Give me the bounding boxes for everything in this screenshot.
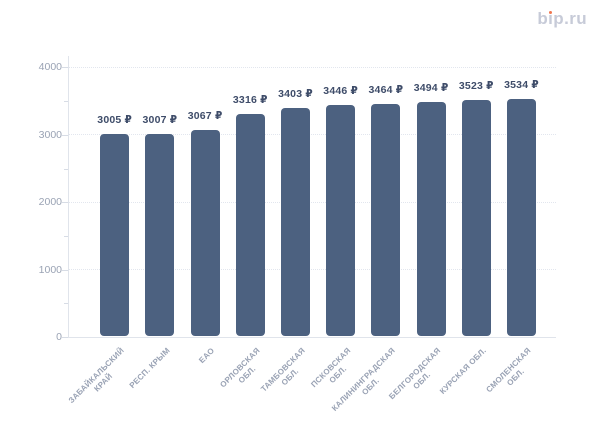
x-axis-label: КУРСКАЯ ОБЛ. [438, 346, 488, 396]
bar[interactable] [371, 103, 401, 336]
bar[interactable] [145, 134, 175, 336]
y-axis-label: 0 [56, 331, 62, 343]
x-axis-label: СМОЛЕНСКАЯ ОБЛ. [485, 346, 540, 401]
bar[interactable] [190, 130, 220, 336]
x-axis-label-line: РЕСП. КРЫМ [127, 346, 172, 391]
y-major-tick [62, 269, 68, 271]
x-axis-label-line: КУРСКАЯ ОБЛ. [437, 346, 488, 396]
bar-value-label: 3403 ₽ [278, 87, 313, 100]
bar-value-label: 3005 ₽ [97, 114, 133, 127]
bar[interactable] [461, 99, 491, 336]
y-axis-label: 2000 [38, 196, 62, 209]
y-major-tick [62, 67, 68, 69]
bar-value-label: 3494 ₽ [413, 81, 449, 94]
x-axis-label-line: ЕАО [197, 346, 217, 365]
bar-value-label: 3007 ₽ [142, 114, 178, 127]
bar-value-label: 3523 ₽ [458, 79, 494, 92]
logo-bip[interactable]: bı p.ru [537, 9, 587, 28]
y-gridline [68, 269, 556, 271]
logo-letter-i: ı [548, 9, 554, 28]
x-axis-label: ЕАО [197, 346, 216, 365]
bar[interactable] [416, 101, 446, 336]
x-axis-label: РЕСП. КРЫМ [127, 346, 171, 390]
y-major-tick [62, 202, 68, 204]
y-minor-tick [64, 101, 68, 103]
y-axis-label: 3000 [38, 128, 62, 141]
bar[interactable] [507, 98, 536, 336]
bar[interactable] [100, 134, 130, 336]
bar-value-label: 3534 ₽ [504, 78, 539, 91]
y-axis-line [68, 56, 69, 337]
x-axis-label-line: ЗАБАЙКАЛЬСКИЙ [67, 346, 127, 406]
y-gridline [68, 134, 556, 136]
y-axis-label: 1000 [38, 263, 62, 276]
y-axis-label: 4000 [38, 61, 62, 74]
bar-value-label: 3316 ₽ [232, 93, 268, 106]
y-gridline [68, 66, 556, 68]
y-minor-tick [64, 235, 68, 237]
bar-value-label: 3446 ₽ [323, 84, 359, 97]
y-minor-tick [64, 168, 68, 170]
bar[interactable] [281, 107, 310, 336]
y-major-tick [62, 134, 68, 136]
bar-value-label: 3067 ₽ [187, 110, 223, 123]
y-gridline [68, 201, 556, 203]
y-major-tick [62, 337, 68, 338]
x-axis-line [68, 337, 556, 338]
logo-i-dot [549, 11, 553, 15]
bar[interactable] [235, 113, 265, 336]
y-minor-tick [64, 303, 68, 305]
bar-value-label: 3464 ₽ [368, 83, 404, 96]
bar[interactable] [326, 104, 356, 336]
x-axis-label: ЗАБАЙКАЛЬСКИЙ КРАЙ [67, 346, 133, 412]
x-axis-label: ТАМБОВСКАЯ ОБЛ. [259, 346, 314, 401]
